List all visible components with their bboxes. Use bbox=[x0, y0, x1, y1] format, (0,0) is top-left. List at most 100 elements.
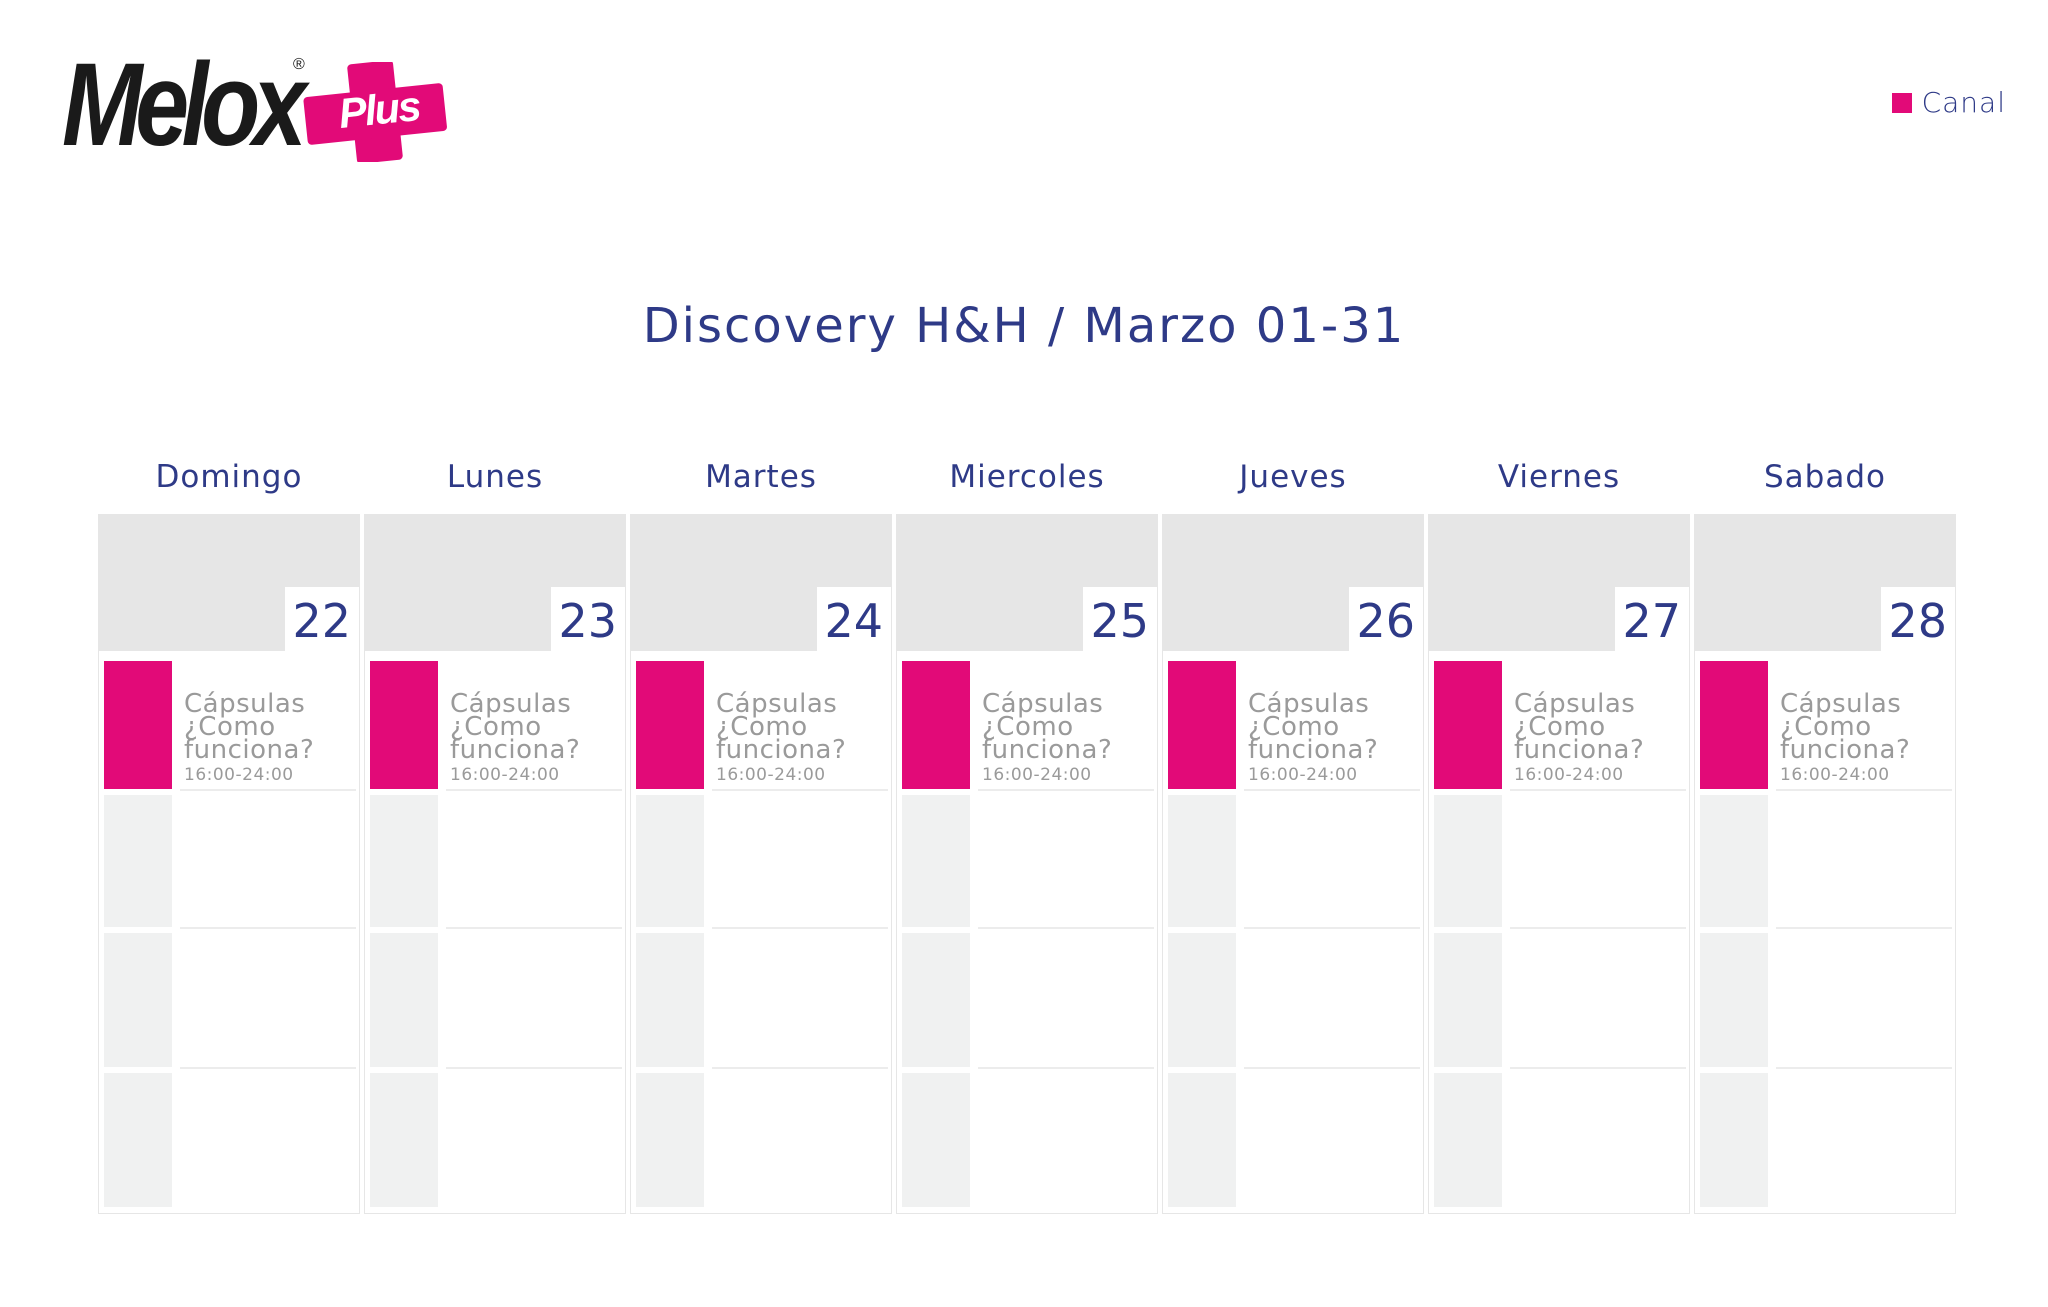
day-cell[interactable]: 28 Cápsulas ¿Como funciona? 16:00-24:00 bbox=[1694, 514, 1956, 1214]
empty-slot[interactable] bbox=[1700, 1073, 1952, 1207]
slot-side bbox=[370, 795, 438, 927]
slot-side bbox=[104, 1073, 172, 1207]
legend-label: Canal bbox=[1921, 86, 2006, 119]
slot-divider bbox=[180, 789, 356, 791]
empty-slot[interactable] bbox=[1168, 1073, 1420, 1207]
day-column: Jueves 26 Cápsulas ¿Como funciona? 16:00… bbox=[1162, 452, 1424, 1214]
event-slot[interactable]: Cápsulas ¿Como funciona? 16:00-24:00 bbox=[902, 661, 1154, 791]
day-column: Viernes 27 Cápsulas ¿Como funciona? 16:0… bbox=[1428, 452, 1690, 1214]
event-slot[interactable]: Cápsulas ¿Como funciona? 16:00-24:00 bbox=[1700, 661, 1952, 791]
week-calendar: Domingo 22 Cápsulas ¿Como funciona? 16:0… bbox=[98, 452, 1956, 1214]
slot-divider bbox=[1244, 789, 1420, 791]
day-number: 23 bbox=[558, 594, 617, 648]
event-title-line: Cápsulas bbox=[1248, 689, 1370, 719]
event-title-line: funciona? bbox=[1514, 735, 1645, 765]
slot-side bbox=[1168, 933, 1236, 1067]
event-title-line: ¿Como bbox=[1514, 712, 1606, 742]
empty-slot[interactable] bbox=[902, 933, 1154, 1069]
empty-slot[interactable] bbox=[1434, 933, 1686, 1069]
day-name: Sabado bbox=[1764, 459, 1886, 495]
event-time: 16:00-24:00 bbox=[716, 765, 826, 785]
empty-slot[interactable] bbox=[1434, 795, 1686, 929]
day-cell[interactable]: 22 Cápsulas ¿Como funciona? 16:00-24:00 bbox=[98, 514, 360, 1214]
event-time: 16:00-24:00 bbox=[1248, 765, 1358, 785]
day-column: Martes 24 Cápsulas ¿Como funciona? 16:00… bbox=[630, 452, 892, 1214]
day-name: Viernes bbox=[1497, 459, 1621, 495]
day-number: 26 bbox=[1356, 594, 1415, 648]
slot-side bbox=[1168, 795, 1236, 927]
melox-plus-logo: Melox ® Plus bbox=[62, 39, 447, 171]
slot-divider bbox=[1776, 927, 1952, 929]
channel-marker bbox=[1700, 661, 1768, 789]
event-title-line: ¿Como bbox=[184, 712, 276, 742]
day-name: Miercoles bbox=[949, 459, 1105, 495]
empty-slot[interactable] bbox=[104, 933, 356, 1069]
empty-slot[interactable] bbox=[1168, 795, 1420, 929]
slot-side bbox=[1700, 933, 1768, 1067]
empty-slot[interactable] bbox=[1434, 1073, 1686, 1207]
slot-divider bbox=[1510, 927, 1686, 929]
day-number: 28 bbox=[1888, 594, 1947, 648]
empty-slot[interactable] bbox=[902, 1073, 1154, 1207]
day-number: 24 bbox=[824, 594, 883, 648]
day-header: 28 bbox=[1695, 515, 1955, 651]
empty-slot[interactable] bbox=[902, 795, 1154, 929]
slot-side bbox=[902, 933, 970, 1067]
event-slot[interactable]: Cápsulas ¿Como funciona? 16:00-24:00 bbox=[636, 661, 888, 791]
day-name: Lunes bbox=[446, 459, 544, 495]
empty-slot[interactable] bbox=[104, 1073, 356, 1207]
legend-swatch bbox=[1891, 92, 1912, 113]
empty-slot[interactable] bbox=[370, 795, 622, 929]
day-number: 25 bbox=[1090, 594, 1149, 648]
slot-divider bbox=[180, 927, 356, 929]
slot-divider bbox=[712, 1067, 888, 1069]
channel-marker bbox=[1168, 661, 1236, 789]
slot-side bbox=[636, 933, 704, 1067]
slot-side bbox=[902, 795, 970, 927]
event-slot[interactable]: Cápsulas ¿Como funciona? 16:00-24:00 bbox=[1168, 661, 1420, 791]
day-name: Domingo bbox=[155, 459, 303, 495]
event-title-line: Cápsulas bbox=[184, 689, 306, 719]
slot-side bbox=[104, 933, 172, 1067]
day-header: 24 bbox=[631, 515, 891, 651]
empty-slot[interactable] bbox=[370, 1073, 622, 1207]
event-slot[interactable]: Cápsulas ¿Como funciona? 16:00-24:00 bbox=[1434, 661, 1686, 791]
empty-slot[interactable] bbox=[1700, 795, 1952, 929]
slot-side bbox=[1434, 933, 1502, 1067]
day-cell[interactable]: 25 Cápsulas ¿Como funciona? 16:00-24:00 bbox=[896, 514, 1158, 1214]
day-cell[interactable]: 26 Cápsulas ¿Como funciona? 16:00-24:00 bbox=[1162, 514, 1424, 1214]
empty-slot[interactable] bbox=[636, 933, 888, 1069]
logo-wordmark: Melox bbox=[62, 39, 307, 171]
channel-marker bbox=[370, 661, 438, 789]
day-cell[interactable]: 27 Cápsulas ¿Como funciona? 16:00-24:00 bbox=[1428, 514, 1690, 1214]
day-column: Domingo 22 Cápsulas ¿Como funciona? 16:0… bbox=[98, 452, 360, 1214]
day-name: Jueves bbox=[1239, 459, 1347, 495]
slot-side bbox=[1700, 1073, 1768, 1207]
legend: Canal bbox=[1891, 86, 2006, 119]
event-slot[interactable]: Cápsulas ¿Como funciona? 16:00-24:00 bbox=[104, 661, 356, 791]
slot-side bbox=[104, 795, 172, 927]
day-cell[interactable]: 24 Cápsulas ¿Como funciona? 16:00-24:00 bbox=[630, 514, 892, 1214]
empty-slot[interactable] bbox=[1168, 933, 1420, 1069]
empty-slot[interactable] bbox=[1700, 933, 1952, 1069]
event-title: Cápsulas ¿Como funciona? bbox=[1248, 689, 1378, 763]
slot-side bbox=[370, 933, 438, 1067]
empty-slot[interactable] bbox=[370, 933, 622, 1069]
day-header: 23 bbox=[365, 515, 625, 651]
empty-slot[interactable] bbox=[636, 795, 888, 929]
event-title-line: Cápsulas bbox=[450, 689, 572, 719]
event-title-line: Cápsulas bbox=[716, 689, 838, 719]
slot-divider bbox=[446, 927, 622, 929]
day-cell[interactable]: 23 Cápsulas ¿Como funciona? 16:00-24:00 bbox=[364, 514, 626, 1214]
slot-side bbox=[1434, 795, 1502, 927]
empty-slot[interactable] bbox=[104, 795, 356, 929]
empty-slot[interactable] bbox=[636, 1073, 888, 1207]
event-title-line: ¿Como bbox=[1780, 712, 1872, 742]
event-slot[interactable]: Cápsulas ¿Como funciona? 16:00-24:00 bbox=[370, 661, 622, 791]
event-title-line: funciona? bbox=[716, 735, 847, 765]
event-title-line: funciona? bbox=[982, 735, 1113, 765]
slot-divider bbox=[1510, 789, 1686, 791]
event-title: Cápsulas ¿Como funciona? bbox=[716, 689, 847, 765]
slot-divider bbox=[1244, 1067, 1420, 1069]
slot-side bbox=[902, 1073, 970, 1207]
